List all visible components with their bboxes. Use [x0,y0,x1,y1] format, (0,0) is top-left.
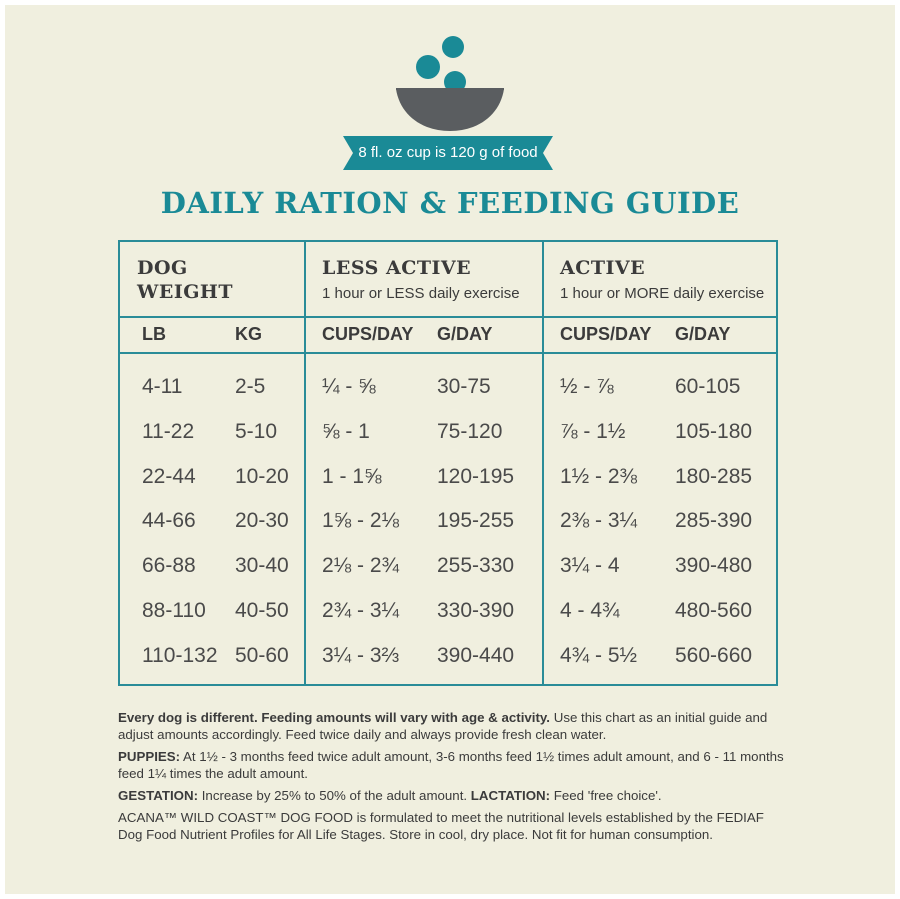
cell-grams-active: 480-560 [675,599,753,622]
cell-kg: 50-60 [235,643,289,667]
column-header-cups-less: CUPS/DAY [322,324,414,344]
column-divider [304,242,306,684]
cell-cups-active: 3¼ - 4 [560,554,620,578]
cell-cups-active: 1½ - 2⅜ [560,464,638,488]
column-header-grams-less: G/DAY [437,324,493,344]
cell-grams-active: 390-480 [675,554,753,578]
cell-grams-less: 195-255 [437,509,515,533]
cell-cups-active: ⅞ - 1½ [560,419,626,443]
cell-grams-less: 120-195 [437,464,515,488]
cell-cups-active: ½ - ⅞ [560,375,614,398]
cell-cups-less: 2⅛ - 2¾ [322,554,400,578]
cell-cups-less: ⅝ - 1 [322,419,370,443]
column-header-grams-active: G/DAY [675,324,731,344]
cell-lb: 66-88 [142,554,196,578]
cell-lb: 110-132 [142,643,218,667]
note-formulation: ACANA™ WILD COAST™ DOG FOOD is formulate… [118,810,764,842]
column-divider [542,242,544,684]
cell-cups-less: 2¾ - 3¼ [322,599,400,622]
serving-size-banner: 8 fl. oz cup is 120 g of food [343,136,553,170]
cell-cups-active: 4¾ - 5½ [560,643,638,667]
row-divider [120,352,776,354]
cell-grams-less: 30-75 [437,375,491,398]
cell-cups-active: 2⅜ - 3¼ [560,509,638,533]
cell-lb: 22-44 [142,464,196,488]
cell-lb: 4-11 [142,375,183,398]
active-heading: ACTIVE [560,257,646,279]
cell-kg: 20-30 [235,509,289,533]
cell-lb: 11-22 [142,419,195,443]
serving-size-text: 8 fl. oz cup is 120 g of food [358,144,538,161]
less-active-subheading: 1 hour or LESS daily exercise [322,285,520,302]
cell-grams-less: 390-440 [437,643,515,667]
active-subheading: 1 hour or MORE daily exercise [560,285,765,302]
row-divider [120,316,776,318]
note-gestation: GESTATION: Increase by 25% to 50% of the… [118,788,662,803]
cell-kg: 30-40 [235,554,289,578]
dog-weight-heading: DOG WEIGHT [137,257,234,303]
feeding-table: DOG WEIGHT LESS ACTIVE 1 hour or LESS da… [118,240,778,686]
bowl-of-food-icon [396,36,504,131]
cell-kg: 10-20 [235,464,289,488]
cell-lb: 88-110 [142,599,206,622]
cell-cups-less: ¼ - ⅝ [322,375,376,398]
less-active-heading: LESS ACTIVE [322,257,472,279]
note-puppies: PUPPIES: At 1½ - 3 months feed twice adu… [118,749,784,781]
cell-cups-active: 4 - 4¾ [560,599,620,622]
cell-grams-active: 285-390 [675,509,753,533]
cell-grams-active: 560-660 [675,643,753,667]
column-header-cups-active: CUPS/DAY [560,324,652,344]
cell-grams-less: 255-330 [437,554,515,578]
column-header-kg: KG [235,324,262,344]
feeding-notes: Every dog is different. Feeding amounts … [118,709,788,848]
note-general: Every dog is different. Feeding amounts … [118,710,768,742]
cell-cups-less: 3¼ - 3⅔ [322,643,400,667]
cell-cups-less: 1 - 1⅝ [322,464,382,488]
cell-kg: 5-10 [235,419,278,443]
cell-grams-less: 330-390 [437,599,515,622]
cell-kg: 2-5 [235,375,266,398]
page-title: DAILY RATION & FEEDING GUIDE [160,186,740,220]
cell-lb: 44-66 [142,509,196,533]
cell-grams-active: 105-180 [675,419,753,443]
cell-grams-active: 180-285 [675,464,753,488]
column-header-lb: LB [142,324,166,344]
cell-grams-active: 60-105 [675,375,741,398]
cell-cups-less: 1⅝ - 2⅛ [322,509,400,533]
cell-kg: 40-50 [235,599,289,622]
cell-grams-less: 75-120 [437,419,503,443]
